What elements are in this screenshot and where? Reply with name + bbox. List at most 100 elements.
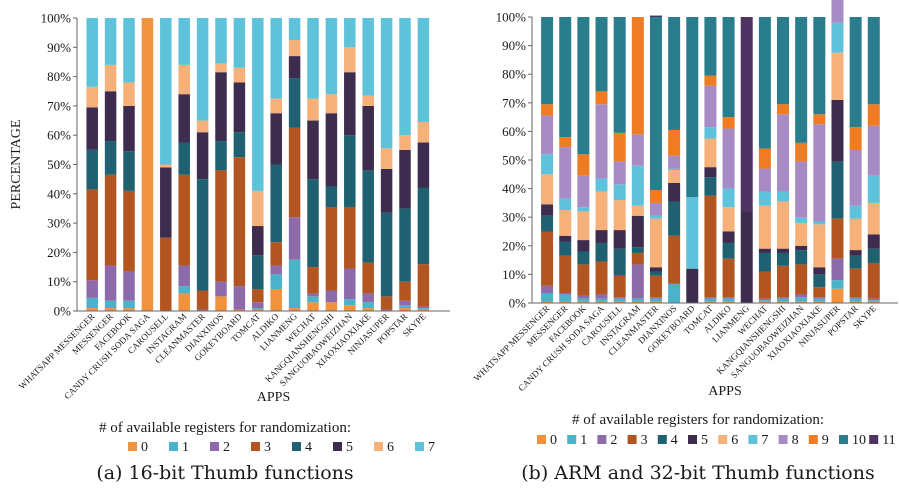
bar-segment: [831, 22, 844, 53]
bar-segment: [795, 245, 808, 251]
bar-segment: [813, 221, 826, 225]
bar-segment: [307, 120, 319, 180]
bar-segment: [160, 18, 172, 165]
bar-segment: [577, 211, 590, 241]
bar-segment: [867, 300, 880, 302]
bar-segment: [795, 297, 808, 302]
bar-segment: [288, 56, 301, 79]
bar-segment: [104, 91, 117, 142]
bar-segment: [849, 250, 862, 256]
bar-segment: [399, 300, 411, 306]
legend-swatch: [778, 435, 788, 444]
bar-segment: [417, 306, 430, 309]
legend-label: 3: [641, 433, 648, 448]
bar-segment: [758, 168, 771, 192]
bar-segment: [215, 63, 227, 73]
bar-segment: [613, 17, 626, 133]
legend-swatch: [657, 435, 667, 444]
bar-segment: [686, 268, 699, 303]
y-tick-label: 40%: [47, 186, 71, 201]
y-tick-label: 90%: [502, 38, 526, 53]
bar-segment: [344, 47, 356, 73]
bar-segment: [704, 167, 717, 178]
bar-segment: [288, 18, 301, 40]
bar-segment: [867, 17, 880, 105]
bar-segment: [813, 224, 826, 268]
bar-segment: [104, 141, 117, 175]
y-tick-label: 30%: [47, 216, 71, 231]
bar-segment: [541, 17, 554, 105]
legend-label: 8: [792, 433, 799, 448]
bar-segment: [307, 293, 319, 297]
bar-segment: [777, 252, 790, 266]
bar-segment: [325, 206, 338, 291]
chart-b-x-title: APPS: [708, 384, 741, 399]
bar-segment: [686, 197, 699, 269]
chart-b-bars: [541, 0, 880, 303]
bar-segment: [704, 127, 717, 139]
bar-segment: [795, 17, 808, 143]
bar-segment: [813, 274, 826, 288]
bar-segment: [325, 302, 338, 311]
bar-segment: [270, 242, 282, 266]
bar-segment: [649, 202, 662, 216]
bar-segment: [631, 165, 644, 206]
bar-segment: [559, 198, 572, 211]
y-tick-label: 90%: [47, 40, 71, 55]
bar-segment: [649, 218, 662, 268]
bar-segment: [178, 286, 190, 294]
bar-segment: [233, 286, 246, 310]
bar-segment: [595, 242, 608, 262]
bar-segment: [795, 264, 808, 295]
bar-segment: [270, 289, 282, 311]
legend-swatch: [169, 442, 178, 451]
bar-segment: [722, 188, 735, 208]
bar-segment: [867, 234, 880, 249]
legend-swatch: [537, 435, 546, 444]
bar-segment: [613, 298, 626, 302]
bar-segment: [123, 105, 135, 152]
bar-segment: [613, 184, 626, 201]
bar-segment: [668, 170, 681, 183]
bar-segment: [595, 261, 608, 295]
bar-segment: [104, 300, 117, 309]
bar-segment: [813, 124, 826, 222]
bar-segment: [795, 294, 808, 298]
legend-swatch: [333, 442, 342, 451]
bar-segment: [777, 248, 790, 253]
bar-segment: [613, 297, 626, 299]
chart-a-category-labels: WHATSAPP MESSENGERMESSENGERFACEBOOKCANDY…: [17, 311, 428, 401]
legend-label: 7: [428, 440, 435, 455]
bar-segment: [104, 18, 117, 65]
bar-segment: [649, 215, 662, 219]
bar-segment: [777, 114, 790, 192]
legend-swatch: [869, 435, 879, 444]
bar-segment: [252, 226, 264, 256]
y-tick-label: 100%: [496, 10, 527, 25]
chart-b-caption: (b) ARM and 32-bit Thumb functions: [521, 462, 874, 484]
bar-segment: [104, 64, 117, 92]
bar-segment: [686, 17, 699, 198]
bar-segment: [867, 175, 880, 203]
y-tick-label: 10%: [47, 274, 71, 289]
bar-segment: [613, 301, 626, 303]
bar-segment: [252, 190, 264, 227]
chart-b-legend: 0 1 2 3 4 5 6 7 8 9 10 11: [537, 433, 896, 448]
bar-segment: [141, 18, 154, 311]
bar-segment: [758, 298, 771, 301]
bar-segment: [380, 18, 393, 149]
bar-segment: [123, 82, 135, 106]
bar-segment: [613, 200, 626, 231]
bar-segment: [196, 18, 209, 121]
bar-segment: [595, 191, 608, 231]
bar-segment: [178, 174, 190, 266]
bar-segment: [86, 280, 98, 298]
bar-segment: [362, 95, 374, 106]
bar-segment: [307, 267, 319, 294]
bar-segment: [344, 135, 356, 207]
bar-segment: [380, 168, 393, 213]
y-tick-label: 50%: [502, 153, 526, 168]
bar-segment: [362, 302, 374, 309]
bar-segment: [758, 148, 771, 169]
bar-segment: [399, 305, 411, 309]
